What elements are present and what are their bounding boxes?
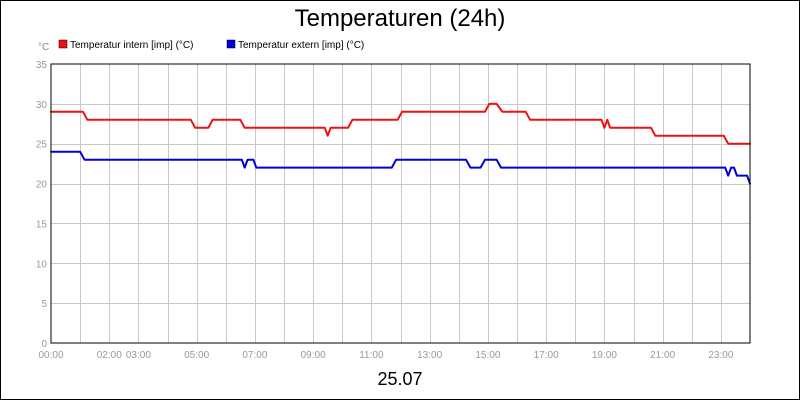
x-tick-label-23: 23:00 [708, 350, 733, 361]
series-line-extern [50, 150, 751, 185]
x-tick-label-2: 02:00 [97, 350, 122, 361]
y-tick-label-25: 25 [36, 140, 48, 151]
series-lines [50, 102, 751, 185]
y-axis-ticks: 0 5 10 15 20 25 30 35 [36, 60, 48, 350]
y-axis-unit-label: °C [38, 42, 49, 53]
series-line-intern [50, 102, 751, 145]
legend: Temperatur intern [imp] (°C) Temperatur … [58, 39, 364, 51]
y-tick-label-20: 20 [36, 180, 48, 191]
x-tick-label-15: 15:00 [475, 350, 500, 361]
x-tick-label-17: 17:00 [534, 350, 559, 361]
legend-swatch-intern [58, 39, 68, 49]
x-tick-label-11: 11:00 [359, 350, 384, 361]
x-axis-ticks: 00:00 02:00 03:00 05:00 07:00 09:00 11:00 13:00… [38, 350, 733, 361]
x-tick-label-19: 19:00 [592, 350, 617, 361]
x-tick-label-21: 21:00 [650, 350, 675, 361]
grid [51, 64, 750, 343]
x-tick-label-3: 03:00 [126, 350, 151, 361]
legend-swatch-extern [226, 39, 236, 49]
x-tick-label-0: 00:00 [38, 350, 63, 361]
y-tick-label-15: 15 [36, 219, 48, 230]
date-label: 25.07 [377, 369, 422, 389]
legend-label-intern: Temperatur intern [imp] (°C) [70, 40, 193, 51]
legend-label-extern: Temperatur extern [imp] (°C) [238, 40, 364, 51]
y-tick-label-30: 30 [36, 100, 48, 111]
y-tick-label-5: 5 [41, 299, 47, 310]
chart-title: Temperaturen (24h) [295, 5, 506, 32]
y-tick-label-10: 10 [36, 259, 48, 270]
x-tick-label-7: 07:00 [242, 350, 267, 361]
y-tick-label-0: 0 [41, 339, 47, 350]
x-tick-label-9: 09:00 [301, 350, 326, 361]
x-tick-label-13: 13:00 [417, 350, 442, 361]
x-tick-label-5: 05:00 [184, 350, 209, 361]
y-tick-label-35: 35 [36, 60, 48, 71]
plot-area-border [50, 63, 751, 344]
